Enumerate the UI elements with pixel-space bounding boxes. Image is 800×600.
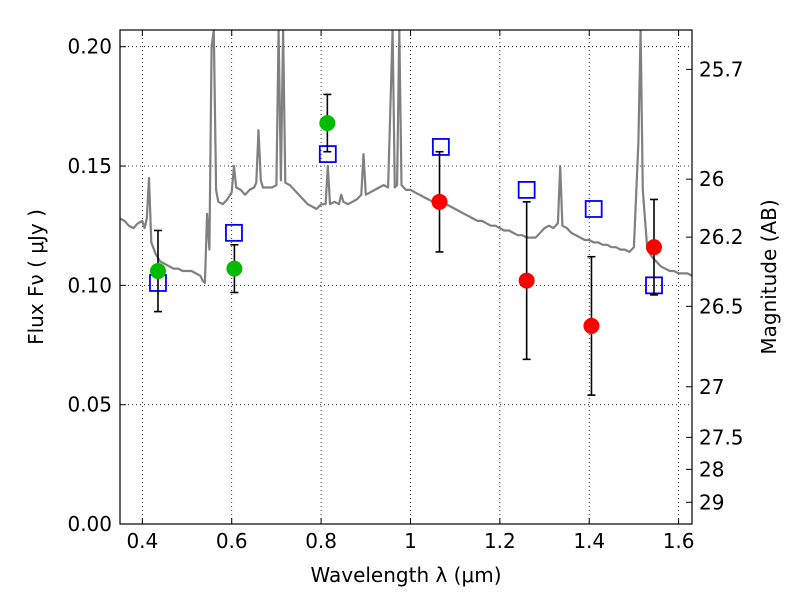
mag-tick-label: 29 [699, 490, 724, 514]
model-flux-square [517, 180, 536, 199]
y-tick-label: 0.15 [67, 154, 112, 178]
observed-infrared-point [646, 239, 663, 256]
data-layer [120, 30, 692, 396]
plot-frame [119, 29, 693, 525]
y-tick-label: 0.05 [67, 393, 112, 417]
model-flux-square [431, 138, 450, 156]
mag-tick-label: 28 [699, 457, 724, 481]
mag-tick-label: 27 [699, 375, 724, 399]
mag-tick-label: 26.2 [699, 225, 744, 249]
mag-tick-label: 26 [699, 167, 724, 191]
y-axis-label: Flux Fν ( μJy ) [24, 209, 48, 345]
x-tick-label: 1.2 [484, 529, 516, 553]
model-spectrum-line [120, 30, 692, 285]
model-flux-square [225, 223, 243, 242]
x-tick-label: 1.4 [573, 529, 605, 553]
observed-optical-point [149, 263, 166, 280]
y2-axis-label: Magnitude (AB) [757, 199, 781, 354]
observed-optical-point [319, 115, 336, 132]
observed-optical-point [226, 260, 243, 277]
x-axis-label: Wavelength λ (μm) [310, 563, 501, 587]
observed-infrared-point [518, 272, 535, 289]
x-tick-label: 1.6 [663, 529, 695, 553]
mag-tick-label: 26.5 [699, 294, 744, 318]
model-flux-square [584, 200, 603, 218]
mag-tick-label: 25.7 [699, 57, 744, 81]
tick-layer: 0.4 0.6 0.8 1 1.2 1.4 1.6 0.00 0.05 0.10 0.15 0.20 2… [67, 30, 744, 553]
mag-tick-label: 27.5 [699, 425, 744, 449]
observed-infrared-point [431, 193, 448, 210]
x-tick-label: 0.8 [305, 529, 337, 553]
x-tick-label: 1 [404, 529, 417, 553]
y-tick-label: 0.20 [67, 35, 112, 59]
x-tick-label: 0.6 [216, 529, 248, 553]
y-tick-label: 0.00 [67, 512, 112, 536]
y-tick-label: 0.10 [67, 273, 112, 297]
observed-infrared-point [583, 317, 600, 334]
x-tick-label: 0.4 [126, 529, 158, 553]
